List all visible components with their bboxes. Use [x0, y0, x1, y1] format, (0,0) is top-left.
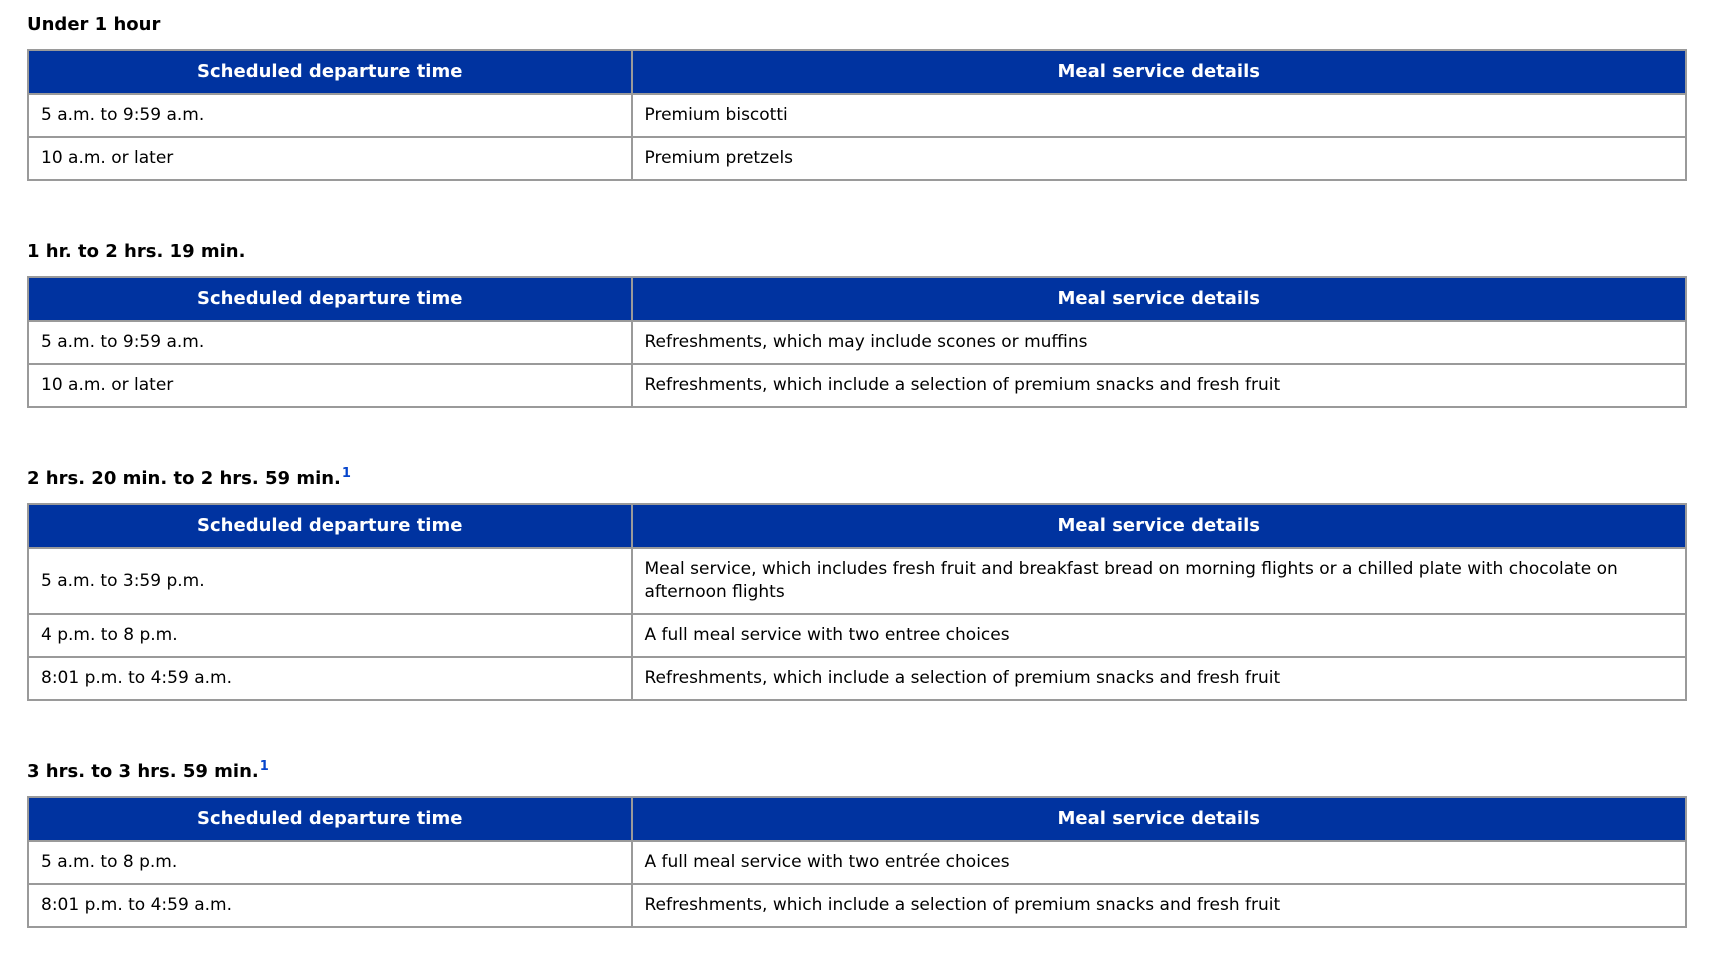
departure-time-cell: 8:01 p.m. to 4:59 a.m. — [27, 883, 633, 928]
meal-service-table: Scheduled departure time Meal service de… — [27, 49, 1687, 181]
table-header-row: Scheduled departure time Meal service de… — [27, 276, 1687, 322]
departure-time-cell: 5 a.m. to 9:59 a.m. — [27, 320, 633, 365]
column-header-departure: Scheduled departure time — [27, 796, 633, 842]
meal-details-cell: A full meal service with two entrée choi… — [630, 840, 1687, 885]
section-under-1-hour: Under 1 hour Scheduled departure time Me… — [27, 14, 1687, 181]
meal-details-cell: Refreshments, which include a selection … — [630, 363, 1687, 408]
meal-service-table: Scheduled departure time Meal service de… — [27, 796, 1687, 928]
meal-details-cell: Meal service, which includes fresh fruit… — [630, 547, 1687, 615]
departure-time-cell: 5 a.m. to 8 p.m. — [27, 840, 633, 885]
column-header-meal: Meal service details — [630, 276, 1687, 322]
table-header-row: Scheduled departure time Meal service de… — [27, 796, 1687, 842]
departure-time-cell: 4 p.m. to 8 p.m. — [27, 613, 633, 658]
column-header-departure: Scheduled departure time — [27, 49, 633, 95]
meal-details-cell: Premium biscotti — [630, 93, 1687, 138]
section-heading-text: Under 1 hour — [27, 14, 161, 35]
table-row: 5 a.m. to 3:59 p.m. Meal service, which … — [27, 547, 1687, 615]
departure-time-cell: 10 a.m. or later — [27, 136, 633, 181]
table-row: 5 a.m. to 9:59 a.m. Refreshments, which … — [27, 320, 1687, 365]
table-row: 8:01 p.m. to 4:59 a.m. Refreshments, whi… — [27, 883, 1687, 928]
section-heading: 3 hrs. to 3 hrs. 59 min.1 — [27, 759, 1687, 783]
meal-details-cell: A full meal service with two entree choi… — [630, 613, 1687, 658]
section-heading: 2 hrs. 20 min. to 2 hrs. 59 min.1 — [27, 466, 1687, 490]
table-header-row: Scheduled departure time Meal service de… — [27, 503, 1687, 549]
column-header-meal: Meal service details — [630, 49, 1687, 95]
table-row: 10 a.m. or later Refreshments, which inc… — [27, 363, 1687, 408]
departure-time-cell: 8:01 p.m. to 4:59 a.m. — [27, 656, 633, 701]
meal-service-table: Scheduled departure time Meal service de… — [27, 276, 1687, 408]
meal-service-table: Scheduled departure time Meal service de… — [27, 503, 1687, 701]
meal-details-cell: Refreshments, which may include scones o… — [630, 320, 1687, 365]
table-row: 5 a.m. to 9:59 a.m. Premium biscotti — [27, 93, 1687, 138]
section-heading-text: 3 hrs. to 3 hrs. 59 min. — [27, 761, 259, 782]
meal-details-cell: Refreshments, which include a selection … — [630, 883, 1687, 928]
meal-details-cell: Premium pretzels — [630, 136, 1687, 181]
table-row: 10 a.m. or later Premium pretzels — [27, 136, 1687, 181]
meal-service-page: Under 1 hour Scheduled departure time Me… — [27, 14, 1687, 928]
section-heading: 1 hr. to 2 hrs. 19 min. — [27, 241, 1687, 263]
section-heading: Under 1 hour — [27, 14, 1687, 36]
departure-time-cell: 10 a.m. or later — [27, 363, 633, 408]
footnote-link[interactable]: 1 — [341, 466, 351, 481]
section-3hr-to-3hr59: 3 hrs. to 3 hrs. 59 min.1 Scheduled depa… — [27, 759, 1687, 928]
footnote-link[interactable]: 1 — [259, 759, 269, 774]
table-header-row: Scheduled departure time Meal service de… — [27, 49, 1687, 95]
column-header-meal: Meal service details — [630, 796, 1687, 842]
section-heading-text: 2 hrs. 20 min. to 2 hrs. 59 min. — [27, 468, 341, 489]
column-header-departure: Scheduled departure time — [27, 503, 633, 549]
departure-time-cell: 5 a.m. to 3:59 p.m. — [27, 547, 633, 615]
table-row: 5 a.m. to 8 p.m. A full meal service wit… — [27, 840, 1687, 885]
table-row: 8:01 p.m. to 4:59 a.m. Refreshments, whi… — [27, 656, 1687, 701]
column-header-meal: Meal service details — [630, 503, 1687, 549]
section-heading-text: 1 hr. to 2 hrs. 19 min. — [27, 241, 246, 262]
section-2hr20-to-2hr59: 2 hrs. 20 min. to 2 hrs. 59 min.1 Schedu… — [27, 466, 1687, 701]
section-1hr-to-2hr19: 1 hr. to 2 hrs. 19 min. Scheduled depart… — [27, 241, 1687, 408]
column-header-departure: Scheduled departure time — [27, 276, 633, 322]
departure-time-cell: 5 a.m. to 9:59 a.m. — [27, 93, 633, 138]
table-row: 4 p.m. to 8 p.m. A full meal service wit… — [27, 613, 1687, 658]
meal-details-cell: Refreshments, which include a selection … — [630, 656, 1687, 701]
